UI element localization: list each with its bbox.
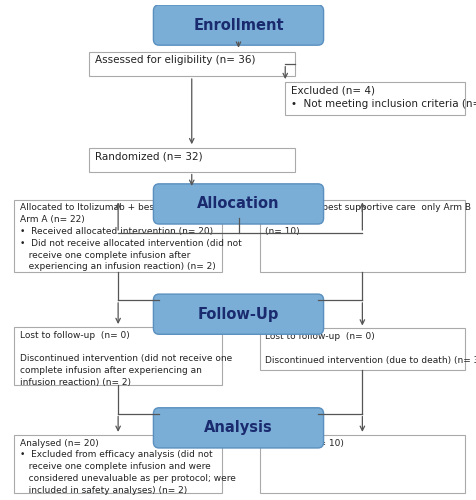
Text: Lost to follow-up  (n= 0)

Discontinued intervention (did not receive one
comple: Lost to follow-up (n= 0) Discontinued in… — [20, 331, 231, 387]
Text: Excluded (n= 4)
•  Not meeting inclusion criteria (n=  4): Excluded (n= 4) • Not meeting inclusion … — [290, 86, 476, 109]
FancyBboxPatch shape — [153, 5, 323, 45]
FancyBboxPatch shape — [14, 434, 222, 492]
FancyBboxPatch shape — [259, 434, 464, 492]
FancyBboxPatch shape — [259, 200, 464, 272]
FancyBboxPatch shape — [153, 184, 323, 224]
Text: Allocation: Allocation — [197, 196, 279, 212]
Text: Allocated to Itolizumab + best supportive care
Arm A (n= 22)
•  Received allocat: Allocated to Itolizumab + best supportiv… — [20, 204, 241, 272]
FancyBboxPatch shape — [285, 82, 464, 116]
Text: Enrollment: Enrollment — [193, 18, 283, 32]
Text: Analysed (n= 10): Analysed (n= 10) — [265, 438, 343, 448]
Text: Lost to follow-up  (n= 0)

Discontinued intervention (due to death) (n= 3): Lost to follow-up (n= 0) Discontinued in… — [265, 332, 476, 365]
FancyBboxPatch shape — [14, 327, 222, 385]
Text: Allocated to best supportive care  only Arm B

(n= 10): Allocated to best supportive care only A… — [265, 204, 470, 236]
Text: Randomized (n= 32): Randomized (n= 32) — [94, 152, 202, 162]
FancyBboxPatch shape — [89, 148, 294, 172]
FancyBboxPatch shape — [259, 328, 464, 370]
Text: Analysed (n= 20)
•  Excluded from efficacy analysis (did not
   receive one comp: Analysed (n= 20) • Excluded from efficac… — [20, 438, 235, 495]
FancyBboxPatch shape — [89, 52, 294, 76]
Text: Follow-Up: Follow-Up — [198, 306, 278, 322]
FancyBboxPatch shape — [153, 294, 323, 335]
Text: Analysis: Analysis — [204, 420, 272, 436]
FancyBboxPatch shape — [14, 200, 222, 272]
Text: Assessed for eligibility (n= 36): Assessed for eligibility (n= 36) — [94, 56, 255, 66]
FancyBboxPatch shape — [153, 408, 323, 448]
